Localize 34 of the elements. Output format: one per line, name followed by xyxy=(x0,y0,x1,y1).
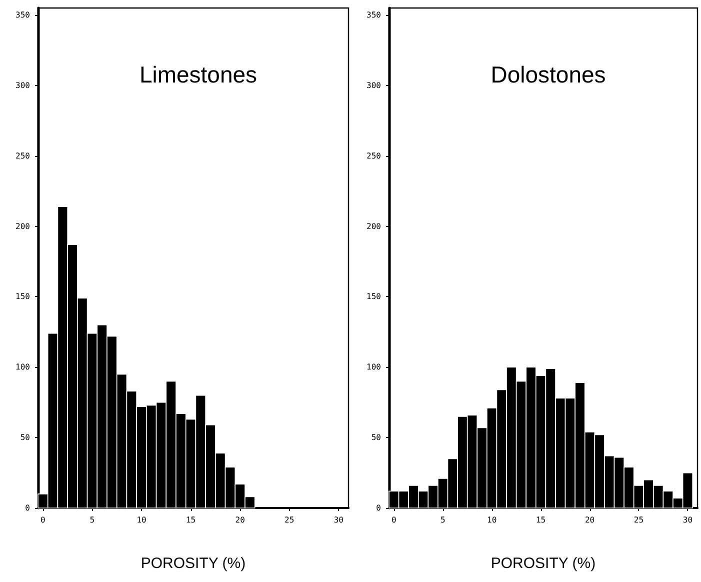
y-tick-label: 350 xyxy=(366,10,381,20)
y-tick-label: 250 xyxy=(16,151,30,160)
y-tick-label: 150 xyxy=(16,292,30,302)
text: Limestones xyxy=(139,62,258,88)
x-tick-label: 25 xyxy=(284,516,294,524)
y-tick-label: 100 xyxy=(366,362,381,372)
x-tick-label: 25 xyxy=(633,516,644,524)
x-axis-title: POROSITY (%) xyxy=(140,555,246,572)
text: Dolostones xyxy=(490,62,606,88)
x-tick-label: 0 xyxy=(390,516,396,524)
x-tick-label: 30 xyxy=(334,516,344,524)
x-tick-label: 0 xyxy=(40,516,46,524)
y-tick-label: 100 xyxy=(16,362,30,372)
y-tick-label: 200 xyxy=(16,222,30,231)
y-tick-label: 300 xyxy=(16,80,30,90)
x-tick-label: 10 xyxy=(136,516,146,524)
x-tick-label: 5 xyxy=(440,516,445,524)
x-tick-label: 15 xyxy=(535,516,546,524)
x-axis-title: POROSITY (%) xyxy=(490,555,596,572)
x-tick-label: 5 xyxy=(90,516,95,524)
y-tick-label: 0 xyxy=(25,504,30,512)
y-tick-label: 300 xyxy=(366,80,381,90)
x-tick-label: 30 xyxy=(682,516,692,524)
x-tick-label: 20 xyxy=(235,516,246,524)
y-tick-label: 0 xyxy=(376,504,381,512)
y-tick-label: 50 xyxy=(20,433,30,442)
y-tick-label: 200 xyxy=(366,222,381,231)
y-tick-label: 50 xyxy=(370,433,381,442)
y-tick-label: 350 xyxy=(16,10,30,20)
x-tick-label: 20 xyxy=(584,516,594,524)
x-tick-label: 15 xyxy=(186,516,196,524)
x-tick-label: 10 xyxy=(486,516,496,524)
y-tick-label: 150 xyxy=(366,292,381,302)
y-tick-label: 250 xyxy=(366,151,381,160)
